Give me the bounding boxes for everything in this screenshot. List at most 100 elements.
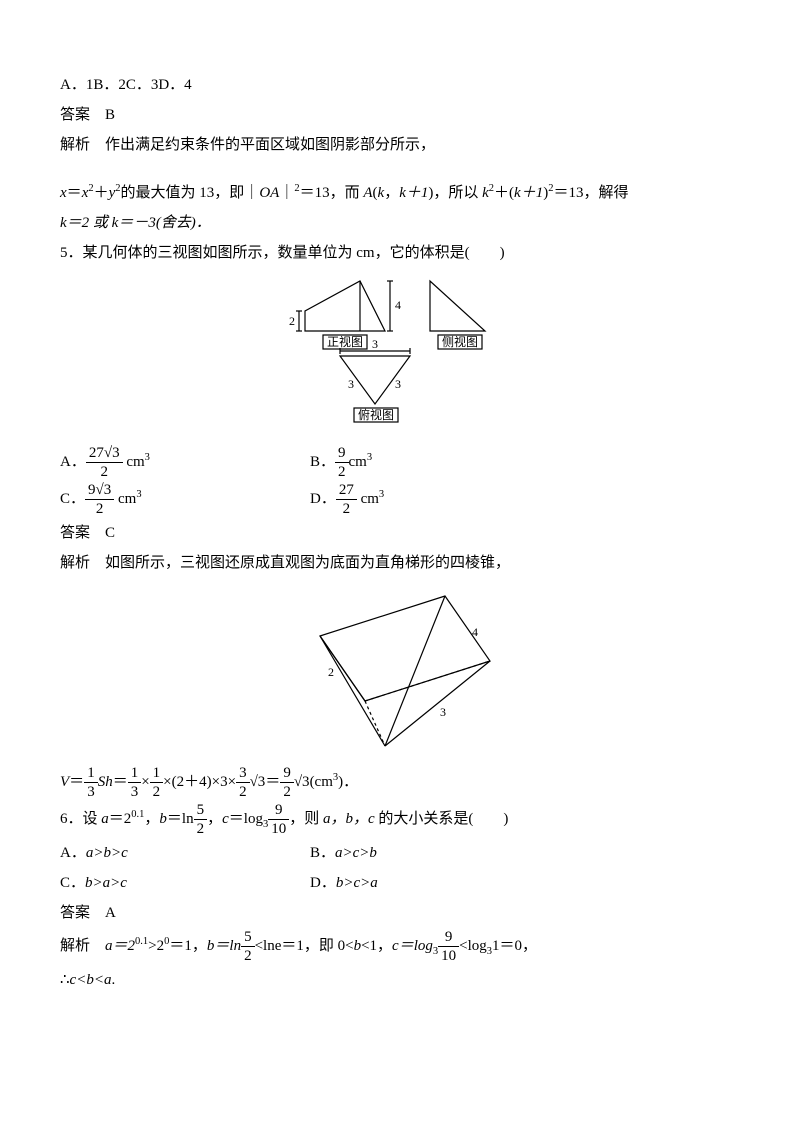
answer-label: 答案 — [60, 107, 90, 123]
fraction: 13 — [84, 764, 98, 801]
label: D． — [310, 491, 336, 507]
text: ＝13，解得 — [553, 185, 628, 201]
unit: cm — [114, 491, 136, 507]
den: 10 — [268, 820, 289, 838]
times: × — [212, 774, 220, 790]
times: × — [228, 774, 236, 790]
den: 2 — [85, 500, 114, 518]
den: 2 — [241, 947, 255, 965]
fraction: 92 — [280, 764, 294, 801]
expr: b>a>c — [85, 875, 127, 891]
svg-text:3: 3 — [440, 705, 446, 719]
q6-stem: 6．设 a＝20.1，b＝ln52，c＝log3910，则 a，b，c 的大小关… — [60, 801, 740, 838]
q6-opt-d: D．b>c>a — [310, 868, 560, 898]
svg-text:4: 4 — [472, 625, 478, 639]
q6-opt-c: C．b>a>c — [60, 868, 310, 898]
label: D． — [310, 875, 336, 891]
therefore: ∴ — [60, 972, 70, 988]
num: 9 — [268, 801, 289, 820]
num: 1 — [84, 764, 98, 783]
text: ＝ — [67, 185, 82, 201]
den: 2 — [280, 783, 294, 801]
num: 3 — [236, 764, 250, 783]
q5-answer-line: 答案 C — [60, 518, 740, 548]
fraction: 13 — [128, 764, 142, 801]
answer-label: 答案 — [60, 905, 90, 921]
three-views-svg: 4 2 正视图 侧视图 3 3 3 俯视图 — [285, 276, 515, 436]
num: 5 — [194, 801, 208, 820]
label: A． — [60, 845, 86, 861]
den: 3 — [84, 783, 98, 801]
spacer — [60, 160, 740, 178]
q6-options-row2: C．b>a>c D．b>c>a — [60, 868, 740, 898]
svg-text:侧视图: 侧视图 — [442, 334, 478, 349]
times: × — [163, 774, 171, 790]
var-Sh: Sh — [98, 774, 113, 790]
analysis-text: 作出满足约束条件的平面区域如图阴影部分所示， — [105, 137, 435, 153]
q5-opt-c: C．9√32 cm3 — [60, 481, 310, 518]
expr: b>c>a — [336, 875, 378, 891]
vars: a，b，c — [323, 811, 375, 827]
text: <log — [459, 938, 487, 954]
label: B． — [310, 845, 335, 861]
q5-opt-b: B．92cm3 — [310, 444, 560, 481]
analysis-label: 解析 — [60, 938, 90, 954]
expr: c＝log — [392, 938, 433, 954]
fraction: 27√32 — [86, 444, 123, 481]
unit: cm — [357, 491, 379, 507]
text: 1＝0， — [492, 938, 537, 954]
answer-value: B — [105, 107, 115, 123]
text: ，则 — [289, 811, 323, 827]
expr: ＝2 — [109, 811, 132, 827]
q6-answer-line: 答案 A — [60, 898, 740, 928]
exp: 3 — [136, 489, 141, 500]
exp: 3 — [145, 452, 150, 463]
plus: ＋ — [94, 185, 109, 201]
fraction: 910 — [438, 928, 459, 965]
text: >2 — [148, 938, 164, 954]
exp: 3 — [379, 489, 384, 500]
text: <1， — [361, 938, 392, 954]
q5-solid-diagram: 2 4 3 — [60, 586, 740, 756]
q5-three-views: 4 2 正视图 侧视图 3 3 3 俯视图 — [60, 276, 740, 436]
svg-text:4: 4 — [395, 298, 401, 312]
den: 2 — [236, 783, 250, 801]
expr: b＝ln — [207, 938, 241, 954]
expr: k＝2 或 k＝－3(舍去)． — [60, 215, 211, 231]
den: 3 — [128, 783, 142, 801]
analysis-text: 如图所示，三视图还原成直观图为底面为直角梯形的四棱锥， — [105, 555, 510, 571]
q6-analysis: 解析 a＝20.1>20＝1，b＝ln52<lne＝1，即 0<b<1，c＝lo… — [60, 928, 740, 965]
q6-options-row1: A．a>b>c B．a>c>b — [60, 838, 740, 868]
text: )，所以 — [428, 185, 482, 201]
q6-opt-b: B．a>c>b — [310, 838, 560, 868]
label: C． — [60, 491, 85, 507]
text: )． — [338, 774, 358, 790]
text: 的大小关系是( ) — [375, 811, 509, 827]
analysis-label: 解析 — [60, 137, 90, 153]
text: ｜ — [279, 185, 294, 201]
var-OA: OA — [259, 185, 279, 201]
q4-analysis3: k＝2 或 k＝－3(舍去)． — [60, 208, 740, 238]
var-b: b — [159, 811, 167, 827]
fraction: 9√32 — [85, 481, 114, 518]
q5-opt-d: D．272 cm3 — [310, 481, 560, 518]
den: 2 — [194, 820, 208, 838]
q5-opt-a: A．27√32 cm3 — [60, 444, 310, 481]
text: 的最大值为 13，即｜ — [121, 185, 260, 201]
eq: ＝ — [69, 774, 84, 790]
q5-analysis1: 解析 如图所示，三视图还原成直观图为底面为直角梯形的四棱锥， — [60, 548, 740, 578]
expr: a>c>b — [335, 845, 377, 861]
q5-options-row2: C．9√32 cm3 D．272 cm3 — [60, 481, 740, 518]
fraction: 12 — [150, 764, 164, 801]
text: 6．设 — [60, 811, 101, 827]
expr: a>b>c — [86, 845, 128, 861]
eq: ＝ — [265, 774, 280, 790]
q6-conclusion: ∴c<b<a. — [60, 965, 740, 995]
fraction: 92 — [335, 444, 349, 481]
text: ＝1， — [169, 938, 207, 954]
var-x: x — [60, 185, 67, 201]
label: A． — [60, 454, 86, 470]
num: 9 — [280, 764, 294, 783]
text: ， — [384, 185, 399, 201]
expr: ＝log — [229, 811, 263, 827]
